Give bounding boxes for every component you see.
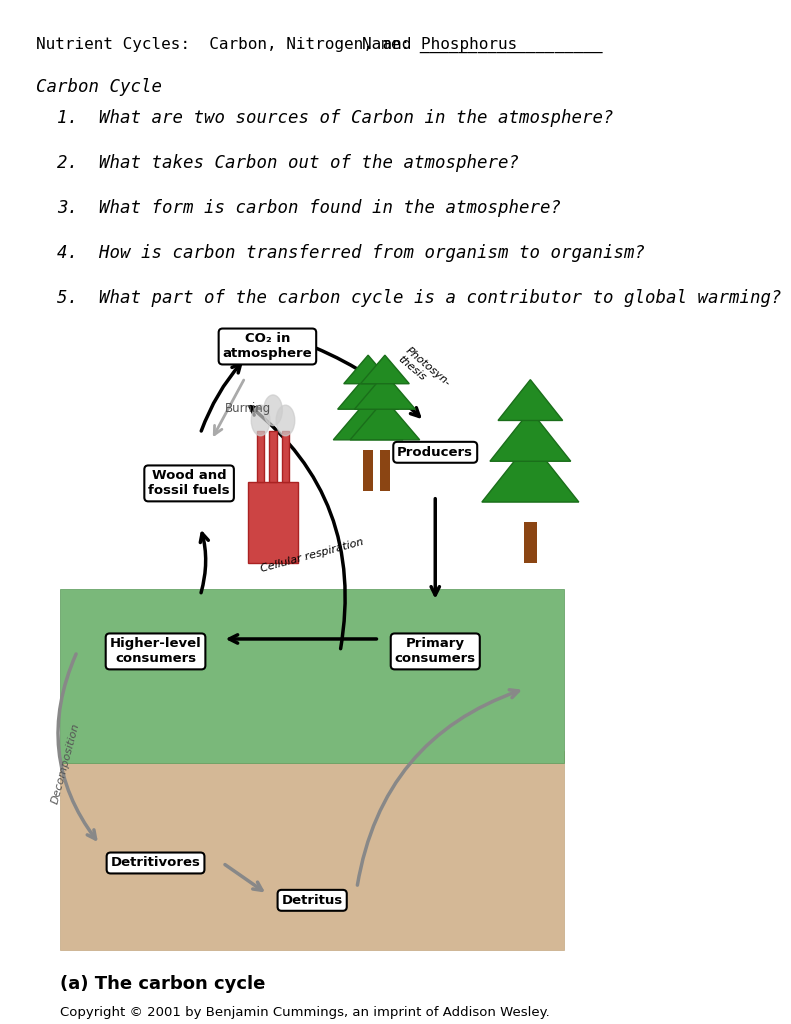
Text: CO₂ in
atmosphere: CO₂ in atmosphere: [222, 333, 312, 360]
Circle shape: [276, 406, 295, 436]
Polygon shape: [380, 450, 390, 490]
Text: Producers: Producers: [397, 445, 473, 459]
Text: 1.  What are two sources of Carbon in the atmosphere?: 1. What are two sources of Carbon in the…: [57, 109, 614, 127]
Polygon shape: [354, 374, 415, 410]
Polygon shape: [248, 481, 298, 563]
Text: Photosyn-
thesis: Photosyn- thesis: [396, 345, 452, 397]
Text: Copyright © 2001 by Benjamin Cummings, an imprint of Addison Wesley.: Copyright © 2001 by Benjamin Cummings, a…: [60, 1007, 551, 1019]
Polygon shape: [60, 589, 564, 764]
Polygon shape: [344, 355, 392, 384]
Text: Cellular respiration: Cellular respiration: [259, 537, 365, 573]
Circle shape: [252, 406, 270, 436]
Polygon shape: [498, 380, 562, 421]
Text: 5.  What part of the carbon cycle is a contributor to global warming?: 5. What part of the carbon cycle is a co…: [57, 289, 782, 307]
Text: (a) The carbon cycle: (a) The carbon cycle: [60, 975, 266, 993]
Text: Primary
consumers: Primary consumers: [395, 637, 476, 666]
Polygon shape: [257, 431, 264, 481]
Text: Wood and
fossil fuels: Wood and fossil fuels: [148, 469, 230, 498]
Text: 2.  What takes Carbon out of the atmosphere?: 2. What takes Carbon out of the atmosphe…: [57, 155, 520, 172]
Text: 3.  What form is carbon found in the atmosphere?: 3. What form is carbon found in the atmo…: [57, 200, 562, 217]
Text: Burning: Burning: [225, 402, 271, 415]
Text: Name: ___________________: Name: ___________________: [362, 37, 603, 53]
Polygon shape: [524, 522, 536, 563]
Circle shape: [263, 395, 282, 426]
Text: Carbon Cycle: Carbon Cycle: [36, 78, 161, 96]
Text: Detritus: Detritus: [282, 894, 343, 907]
Text: Higher-level
consumers: Higher-level consumers: [110, 637, 202, 666]
Polygon shape: [490, 411, 571, 461]
Polygon shape: [482, 441, 579, 502]
Polygon shape: [269, 431, 277, 481]
Polygon shape: [363, 450, 373, 490]
Text: 4.  How is carbon transferred from organism to organism?: 4. How is carbon transferred from organi…: [57, 244, 645, 262]
Polygon shape: [361, 355, 409, 384]
Text: Detritivores: Detritivores: [111, 856, 200, 869]
Polygon shape: [60, 751, 564, 950]
Polygon shape: [282, 431, 290, 481]
Polygon shape: [350, 399, 420, 440]
Polygon shape: [338, 374, 399, 410]
Text: Decomposition: Decomposition: [51, 722, 81, 805]
Text: Nutrient Cycles:  Carbon, Nitrogen, and Phosphorus: Nutrient Cycles: Carbon, Nitrogen, and P…: [36, 37, 517, 52]
Polygon shape: [333, 399, 403, 440]
